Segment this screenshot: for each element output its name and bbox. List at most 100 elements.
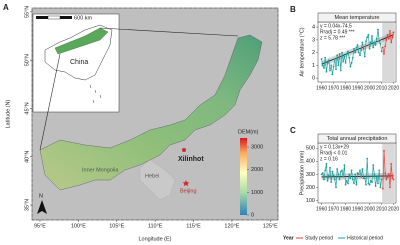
data-point bbox=[366, 157, 369, 160]
lon-tick-label: 100°E bbox=[71, 223, 86, 229]
data-point bbox=[375, 37, 378, 40]
data-point bbox=[333, 58, 336, 60]
data-point bbox=[359, 169, 361, 172]
data-point bbox=[356, 44, 359, 46]
x-tick-label: 1970 bbox=[328, 206, 339, 212]
data-point bbox=[320, 58, 323, 60]
islands bbox=[89, 84, 102, 104]
data-point bbox=[377, 182, 379, 185]
data-point bbox=[347, 50, 349, 53]
data-point bbox=[385, 38, 388, 41]
data-point bbox=[389, 186, 391, 189]
y-tick-label: 400 bbox=[306, 159, 315, 165]
inset-connector bbox=[99, 27, 239, 37]
data-point bbox=[326, 179, 329, 182]
y-axis-title: Air temperature (°C) bbox=[299, 27, 305, 76]
data-point bbox=[350, 61, 353, 64]
data-point bbox=[349, 177, 352, 180]
x-tick-label: 1990 bbox=[352, 85, 363, 91]
y-tick-label: 0 bbox=[312, 76, 315, 82]
data-point bbox=[372, 46, 375, 49]
data-point bbox=[380, 178, 383, 181]
legend-label: Historical period bbox=[347, 235, 383, 241]
x-tick-label: 2000 bbox=[364, 85, 375, 91]
panel-label: A bbox=[3, 3, 9, 12]
data-point bbox=[369, 179, 372, 182]
y-tick-label: 100 bbox=[306, 198, 315, 204]
y-axis-title: Precipitation (mm) bbox=[299, 151, 305, 196]
y-tick-label: 500 bbox=[306, 146, 315, 152]
data-point bbox=[336, 168, 339, 170]
period-shade bbox=[382, 143, 395, 203]
data-point bbox=[339, 69, 342, 72]
data-point bbox=[343, 55, 346, 58]
data-point bbox=[384, 45, 387, 48]
data-point bbox=[329, 69, 331, 72]
y-tick-label: 2 bbox=[312, 50, 315, 56]
data-point bbox=[342, 176, 345, 178]
data-point bbox=[354, 51, 357, 54]
station-label: Xilinhot bbox=[178, 156, 204, 163]
data-point bbox=[341, 169, 343, 172]
data-point bbox=[326, 61, 329, 64]
data-point bbox=[371, 35, 373, 37]
x-tick-label: 2010 bbox=[376, 85, 387, 91]
x-tick-label: 1980 bbox=[340, 206, 351, 212]
data-point bbox=[367, 182, 370, 185]
data-point bbox=[335, 186, 337, 189]
dem-colorbar bbox=[240, 138, 247, 215]
data-point bbox=[381, 187, 384, 190]
data-point bbox=[331, 170, 334, 173]
y-tick-label: 3 bbox=[312, 37, 315, 43]
data-point bbox=[390, 162, 393, 165]
annotation: y = 0.13x+29 bbox=[320, 144, 349, 150]
data-point bbox=[349, 65, 352, 68]
data-point bbox=[374, 185, 377, 187]
lon-tick-label: 125°E bbox=[263, 223, 278, 229]
data-point bbox=[337, 173, 340, 176]
trend-line bbox=[321, 34, 394, 65]
x-tick-label: 2010 bbox=[376, 206, 387, 212]
dem-tick-label: 0 bbox=[251, 212, 254, 218]
data-point bbox=[365, 183, 367, 186]
data-point bbox=[371, 181, 373, 184]
scale-bar bbox=[60, 16, 72, 19]
data-point bbox=[379, 42, 382, 45]
x-tick-label: 1960 bbox=[316, 85, 327, 91]
inset-region bbox=[54, 27, 109, 55]
data-point bbox=[353, 47, 355, 50]
chart-title: Total annual precipitation bbox=[327, 136, 388, 142]
data-point bbox=[351, 178, 354, 181]
x-tick-label: 1990 bbox=[352, 206, 363, 212]
data-point bbox=[383, 149, 385, 152]
data-point bbox=[331, 73, 334, 76]
north-label: N bbox=[39, 193, 43, 199]
series-line bbox=[382, 150, 394, 189]
data-point bbox=[347, 182, 349, 185]
x-tick-label: 2000 bbox=[364, 206, 375, 212]
series-line bbox=[382, 30, 394, 54]
data-point bbox=[325, 162, 328, 165]
data-point bbox=[359, 54, 361, 57]
data-point bbox=[380, 50, 383, 53]
data-point bbox=[332, 65, 335, 68]
data-point bbox=[381, 46, 384, 49]
data-point bbox=[338, 53, 341, 55]
data-point bbox=[378, 169, 381, 172]
y-tick-label: 1 bbox=[312, 63, 315, 69]
data-point bbox=[320, 173, 323, 176]
panel-label: C bbox=[290, 126, 296, 135]
annotation: y = 0.04x-74.5 bbox=[320, 23, 352, 29]
data-point bbox=[363, 177, 366, 180]
data-point bbox=[357, 173, 360, 176]
data-point bbox=[385, 178, 388, 181]
data-point bbox=[338, 178, 341, 181]
data-point bbox=[344, 183, 347, 186]
data-point bbox=[327, 174, 330, 177]
scale-bar bbox=[47, 15, 61, 20]
scale-label: 600 km bbox=[74, 15, 92, 21]
data-point bbox=[367, 33, 370, 36]
data-point bbox=[363, 55, 366, 58]
data-point bbox=[343, 164, 346, 167]
